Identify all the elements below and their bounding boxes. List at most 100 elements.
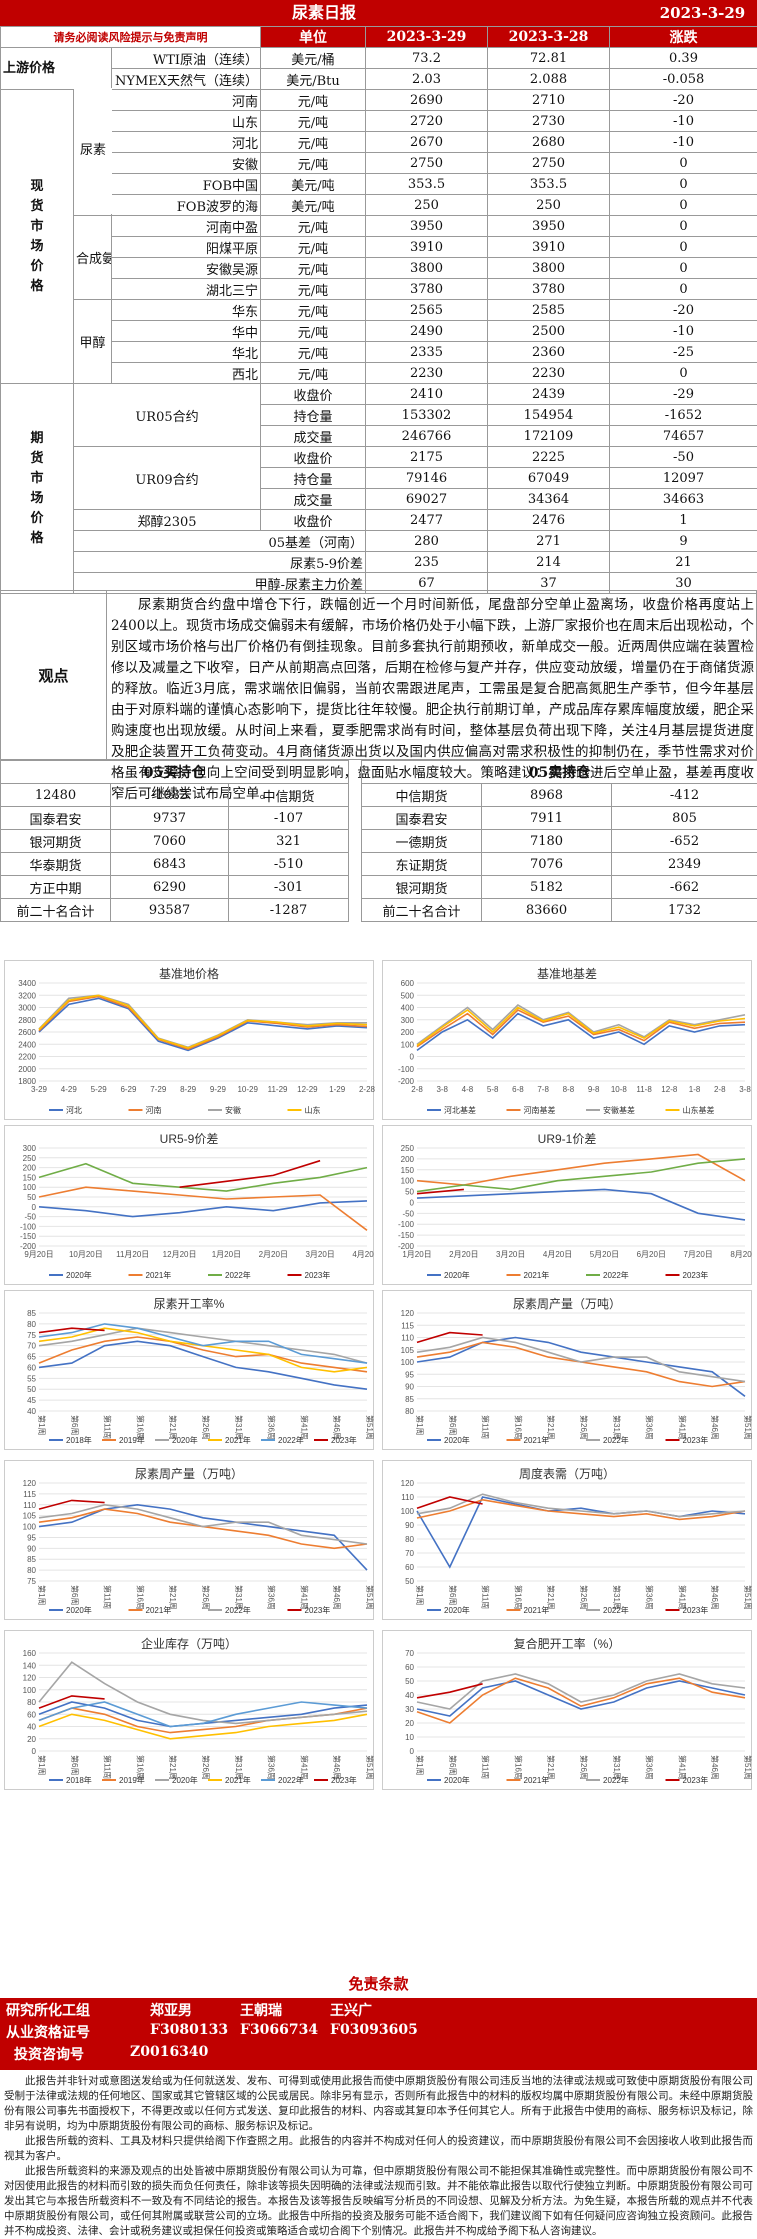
y-tick-label: 55 [27,1374,36,1383]
x-tick-label: 第46周 [710,1415,720,1440]
disclaimer-text: 此报告并非针对或意图送发给或为任何就送发、发布、可得到或使用此报告而使中原期货股… [4,2075,753,2237]
y-tick-label: 140 [23,1661,37,1670]
y-tick-label: 100 [23,1523,37,1532]
x-tick-label: 第41周 [299,1585,309,1610]
legend-label: 河南基差 [524,1105,556,1115]
y-tick-label: 95 [405,1370,414,1379]
y-tick-label: 200 [401,1155,415,1164]
legend-label: 2018年 [66,1775,92,1785]
consult-number: Z0016340 [130,2044,209,2060]
x-tick-label: 第41周 [677,1585,687,1610]
y-tick-label: 85 [27,1309,36,1318]
y-tick-label: 70 [27,1342,36,1351]
y-tick-label: 120 [401,1479,415,1488]
y-tick-label: 0 [32,1747,37,1756]
table-row: 一德期货 7180 -652 [361,829,757,853]
legend-label: 2020年 [444,1270,470,1280]
x-tick-label: 第51周 [743,1585,753,1610]
x-tick-label: 第6周 [448,1585,458,1605]
x-tick-label: 第1周 [37,1415,47,1435]
y-tick-label: 40 [27,1407,36,1416]
chart-4: 尿素开工率% 40 45 50 55 60 65 70 75 80 85 第1周 第6周 第11周 第16周… [4,1290,375,1450]
x-tick-label: 第11周 [481,1755,491,1779]
chart-title: 企业库存（万吨） [140,1637,237,1651]
chart-svg: 80 85 90 95 100 105 110 115 120 第1周 第6周 第11周 第16周 第21… [401,1309,753,1445]
chart-0: 基准地价格 1800 2000 2200 2400 2600 2800 3000 3200 340… [4,960,375,1120]
x-tick-label: 12-29 [297,1085,318,1094]
chart-3: UR9-1价差 -200 -150 -100 -50 0 50 100 150 200 250 1月2… [382,1125,753,1285]
legend-label: 2023年 [683,1435,709,1445]
views-label: 观点 [1,591,107,761]
x-tick-label: 3-8 [739,1085,751,1094]
y-tick-label: 150 [23,1173,37,1182]
series-line [416,1331,483,1344]
y-tick-label: 115 [23,1490,36,1499]
col-change: 涨跌 [609,26,757,48]
staff-name-2: 王朝瑞 [240,2003,282,2019]
legend-label: 2020年 [66,1270,92,1280]
y-tick-label: 300 [23,1144,37,1153]
x-tick-label: 4月20日 [543,1250,572,1259]
y-tick-label: 60 [27,1363,36,1372]
series-line [416,1188,746,1221]
y-tick-label: 100 [401,1358,415,1367]
x-tick-label: 第1周 [415,1415,425,1435]
table-row: 甲醇-尿素主力价差 67 37 30 [1,572,757,594]
y-tick-label: 40 [27,1723,36,1732]
table-row: 期货市场价格 UR05合约 收盘价 2410 2439 -29 [0,383,757,594]
price-table: 请务必阅读风险提示与免责声明 单位 2023-3-29 2023-3-28 涨跌… [0,26,757,594]
x-tick-label: 第41周 [677,1755,687,1780]
x-tick-label: 10-8 [611,1085,628,1094]
x-tick-label: 5-29 [91,1085,108,1094]
y-tick-label: 50 [27,1385,36,1394]
legend-label: 河北基差 [444,1105,476,1115]
x-tick-label: 第51周 [365,1585,375,1610]
series-line [38,1713,368,1740]
col-date2: 2023-3-28 [487,26,610,48]
x-tick-label: 第16周 [135,1585,145,1610]
contract-ur05: UR05合约 [73,383,261,447]
col-date1: 2023-3-29 [365,26,488,48]
chart-title: 尿素周产量（万吨） [134,1467,243,1481]
x-tick-label: 3-29 [31,1085,48,1094]
x-tick-label: 第26周 [579,1755,589,1780]
x-tick-label: 1月20日 [402,1250,431,1259]
x-tick-label: 第41周 [299,1755,309,1780]
y-tick-label: 0 [32,1203,37,1212]
chart-title: 周度表需（万吨） [518,1467,615,1481]
series-line [38,1340,368,1390]
y-tick-label: 200 [401,1028,415,1037]
series-line [38,1323,368,1364]
legend-label: 2023年 [683,1270,709,1280]
legend-label: 2022年 [603,1605,629,1615]
x-tick-label: 6月20日 [637,1250,666,1259]
y-tick-label: -100 [398,1220,415,1229]
y-tick-label: 30 [405,1705,414,1714]
x-tick-label: 5月20日 [590,1250,619,1259]
x-tick-label: 第26周 [201,1415,211,1440]
y-tick-label: 65 [27,1353,36,1362]
x-tick-label: 第36周 [645,1585,655,1610]
y-tick-label: 10 [405,1733,414,1742]
legend-label: 安徽基差 [603,1105,635,1115]
y-tick-label: 0 [410,1053,415,1062]
y-tick-label: 115 [401,1321,414,1330]
legend-label: 2023年 [305,1270,331,1280]
license-2: F3066734 [240,2022,319,2038]
x-tick-label: 第36周 [267,1585,277,1610]
legend-label: 2021年 [225,1775,251,1785]
chart-title: 基准地价格 [158,967,219,981]
legend-label: 2020年 [444,1605,470,1615]
x-tick-label: 2月20日 [449,1250,478,1259]
x-tick-label: 10-29 [237,1085,258,1094]
series-line [416,1680,746,1717]
legend-label: 2020年 [172,1435,198,1445]
legend-label: 2020年 [444,1435,470,1445]
y-tick-label: 120 [401,1309,415,1318]
table-row: 现货市场价格 河南 元/吨 2690 2710 -20 [0,89,757,384]
x-tick-label: 1月20日 [212,1250,241,1259]
x-tick-label: 11-8 [636,1085,652,1094]
col-unit: 单位 [260,26,366,48]
group-ammonia: 合成氨 [73,215,112,300]
